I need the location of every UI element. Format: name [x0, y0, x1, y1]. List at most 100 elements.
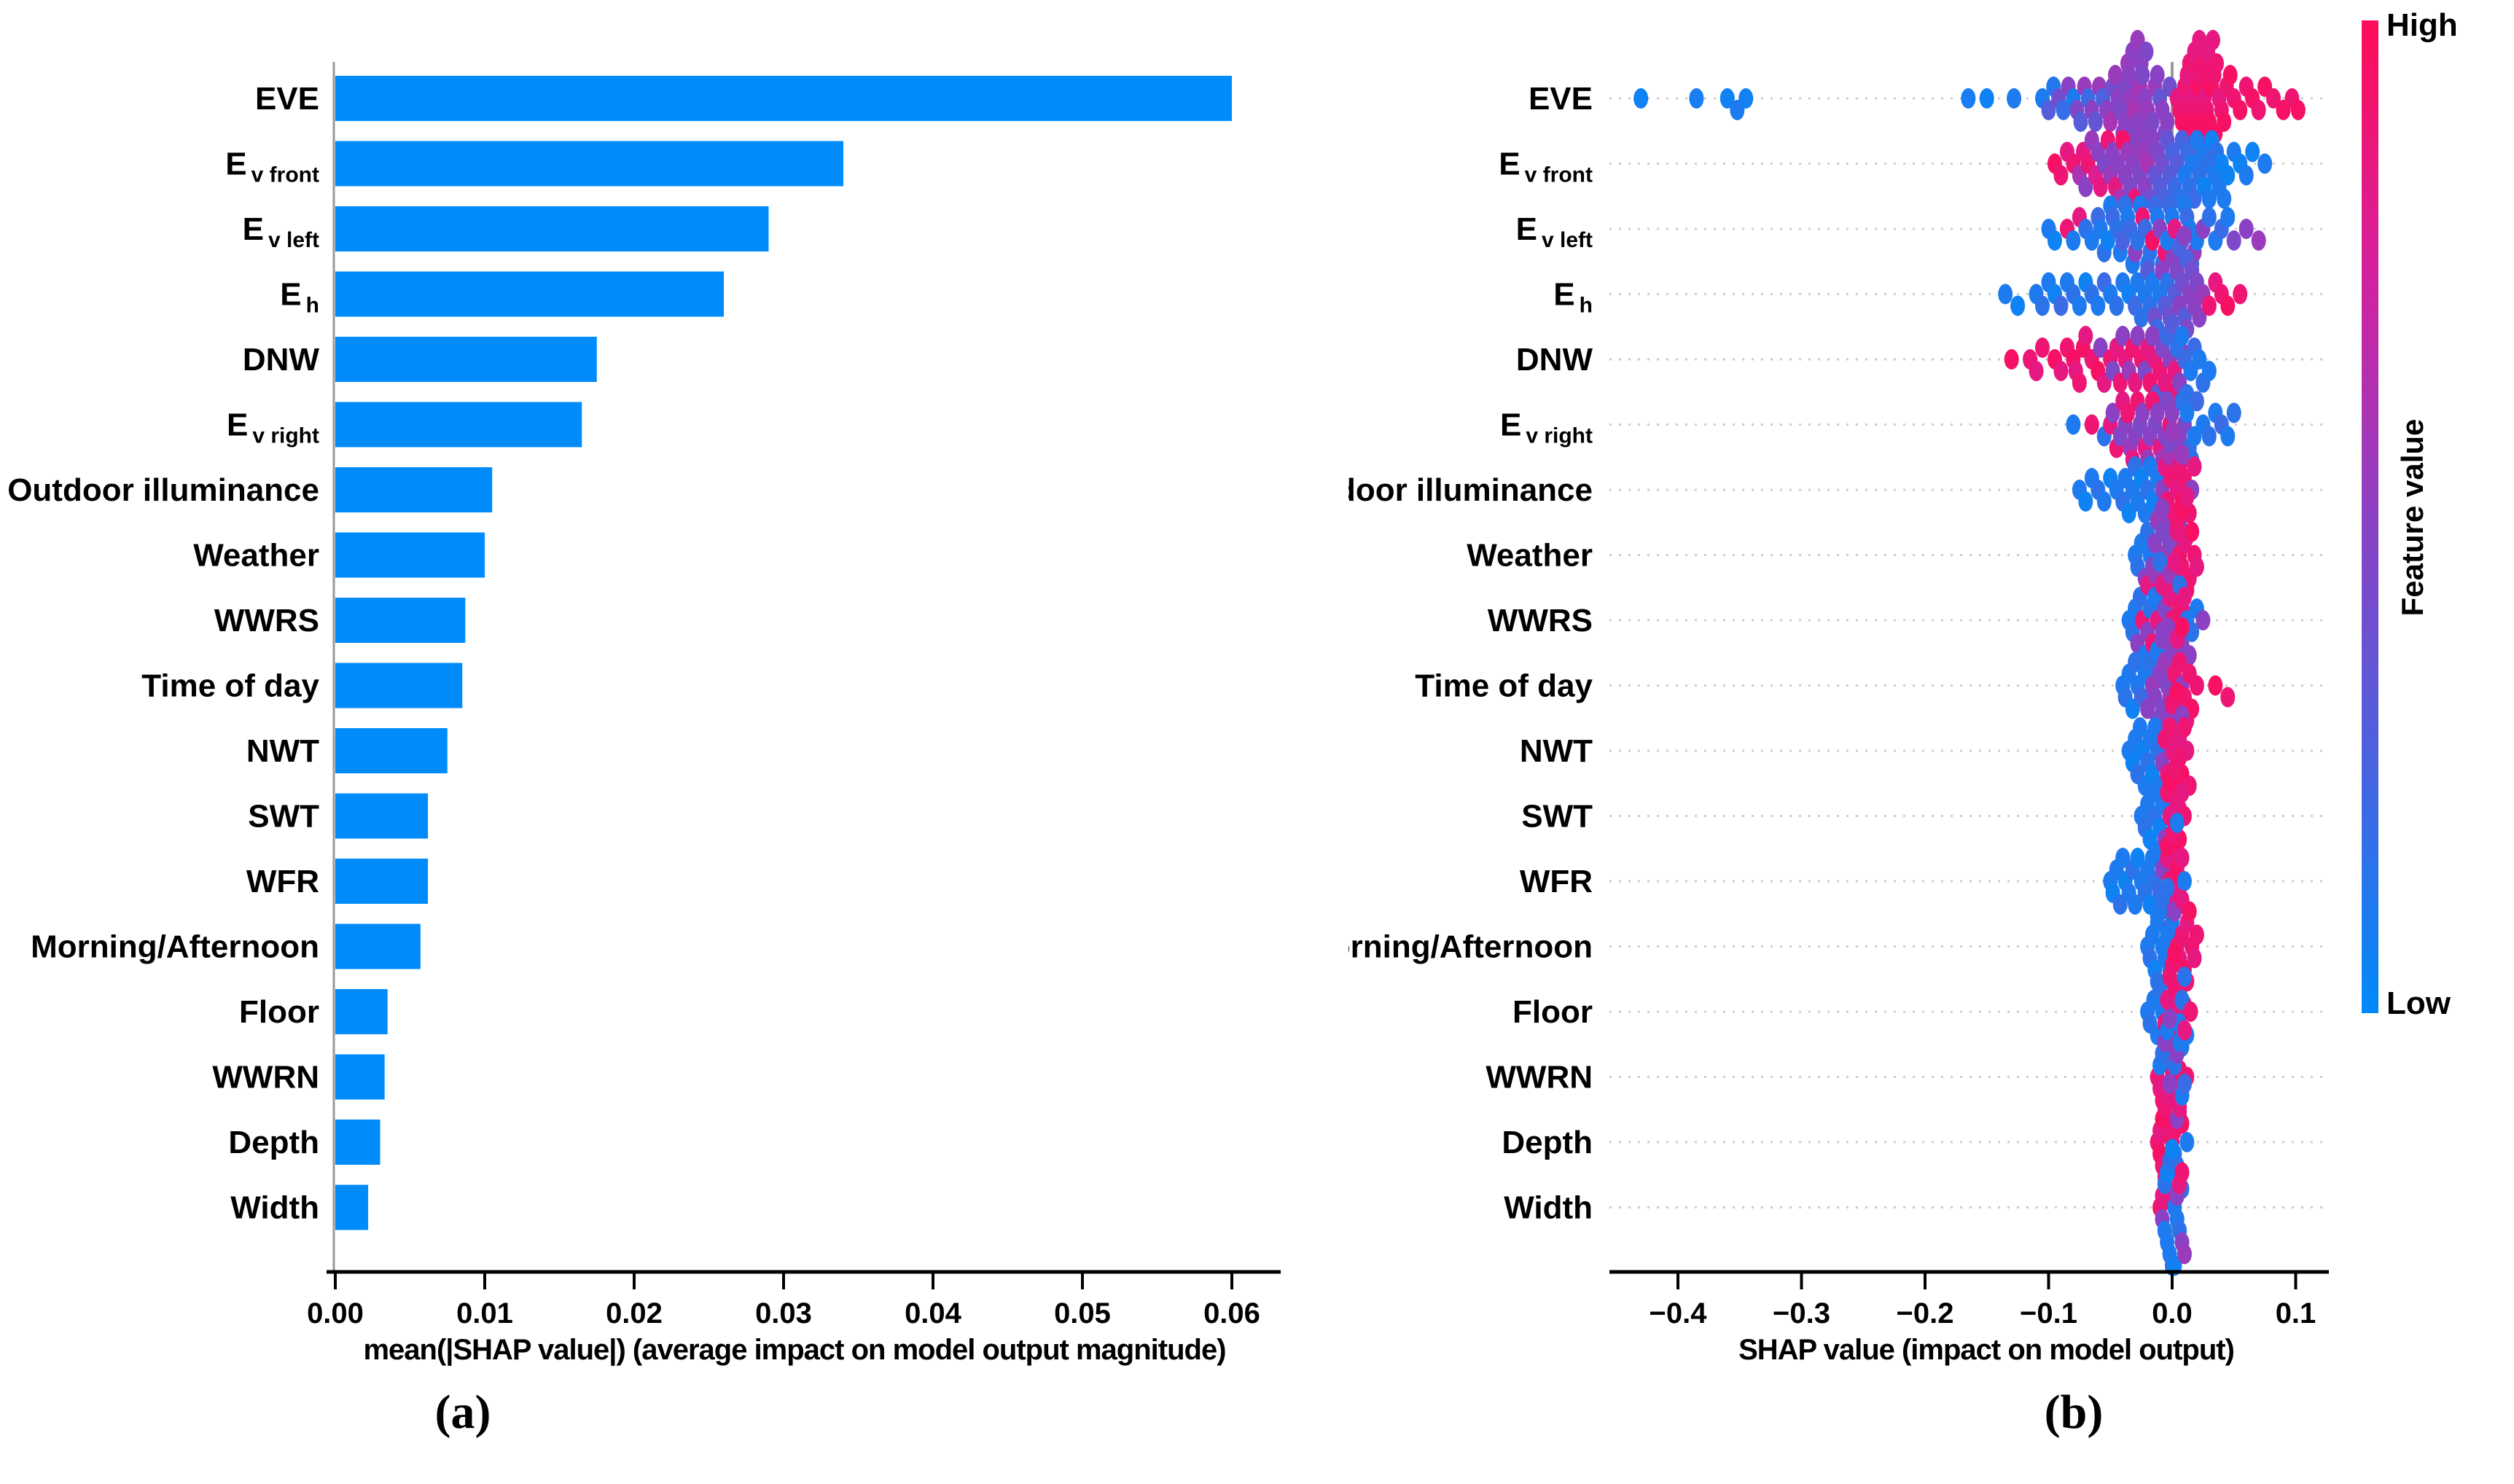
mean-shap-bar — [335, 467, 493, 512]
panel-b-tick-label: −0.3 — [1773, 1297, 1830, 1329]
shap-dot — [2201, 426, 2217, 447]
mean-shap-bar — [335, 793, 429, 839]
feature-label: EVE — [1529, 81, 1593, 117]
shap-dot — [2167, 552, 2182, 572]
shap-dot — [2084, 414, 2099, 435]
feature-label: WFR — [1520, 864, 1593, 899]
shap-dot — [2201, 361, 2217, 381]
feature-label: SWT — [248, 799, 319, 835]
shap-dot — [2053, 295, 2069, 316]
shap-dot — [2233, 284, 2248, 305]
shap-dot — [2201, 295, 2217, 316]
shap-dot — [2169, 813, 2185, 833]
feature-label: E v left — [1516, 211, 1593, 252]
feature-label: E v front — [225, 147, 319, 187]
panel-a-tick-label: 0.06 — [1203, 1297, 1260, 1329]
shap-dot — [2238, 219, 2254, 239]
shap-dot — [2078, 326, 2093, 346]
shap-dot — [2162, 1074, 2177, 1094]
shap-dot — [2220, 165, 2236, 186]
shap-dot — [2174, 617, 2190, 638]
shap-dot — [2047, 230, 2062, 251]
feature-label: Depth — [1502, 1125, 1593, 1160]
shap-dot — [2209, 53, 2225, 74]
shap-dot — [2182, 901, 2197, 922]
mean-shap-bar — [335, 923, 421, 969]
shap-dot — [2072, 372, 2087, 393]
mean-shap-bar — [335, 141, 843, 187]
panel-b-x-axis-title: SHAP value (impact on model output) — [1738, 1334, 2235, 1366]
mean-shap-bar — [335, 859, 429, 904]
shap-dot — [1719, 88, 1735, 109]
shap-dot — [2220, 426, 2236, 447]
shap-dot — [2088, 112, 2103, 132]
shap-dot — [2183, 1001, 2198, 1022]
feature-label: SWT — [1521, 799, 1593, 835]
shap-dot — [2187, 456, 2202, 477]
shap-dot — [2165, 421, 2179, 442]
feature-label: E v right — [1500, 407, 1593, 448]
shap-dot — [1961, 88, 1976, 109]
panel-b-tick-label: −0.4 — [1650, 1297, 1708, 1329]
shap-dot — [2078, 491, 2093, 512]
shap-dot — [2144, 326, 2160, 346]
shap-dot — [2096, 491, 2112, 512]
panel-b-tick-label: −0.1 — [2020, 1297, 2077, 1329]
shap-dot — [2147, 717, 2163, 738]
shap-dot — [2130, 326, 2145, 346]
shap-dot — [2222, 65, 2238, 85]
shap-dot — [2029, 361, 2044, 381]
shap-dot — [1979, 88, 1994, 109]
mean-shap-bar — [335, 76, 1232, 121]
feature-label: NWT — [246, 733, 319, 769]
shap-dot — [2056, 100, 2071, 120]
shap-dot — [2238, 165, 2254, 186]
feature-label: WWRN — [1486, 1060, 1593, 1096]
shap-dot — [1998, 284, 2013, 305]
feature-label: E v right — [227, 407, 319, 448]
shap-dot — [2132, 717, 2147, 738]
shap-dot — [2115, 848, 2131, 868]
shap-dot — [2179, 402, 2195, 423]
shap-dot — [2220, 207, 2236, 227]
shap-dot — [2251, 100, 2266, 120]
feature-label: NWT — [1520, 733, 1593, 769]
shap-dot — [2162, 717, 2177, 738]
shap-dot — [1689, 88, 1704, 109]
shap-dot — [2174, 1162, 2190, 1183]
shap-dot — [2220, 295, 2236, 316]
shap-dot — [2179, 1132, 2195, 1152]
mean-shap-bar — [335, 1184, 369, 1230]
shap-dot — [2179, 486, 2195, 507]
shap-dot — [2192, 307, 2207, 328]
shap-dot — [2010, 295, 2026, 316]
shap-dot — [2265, 88, 2281, 109]
shap-dot — [2144, 848, 2160, 868]
shap-dot — [2195, 610, 2211, 630]
shap-dot — [2035, 337, 2050, 358]
feature-label: WWRS — [1488, 603, 1593, 638]
feature-label: Time of day — [141, 668, 319, 704]
shap-dot — [1633, 88, 1649, 109]
colorbar-high-label: High — [2386, 7, 2458, 43]
shap-dot — [2072, 295, 2087, 316]
mean-shap-bar — [335, 663, 463, 708]
shap-dot — [2109, 295, 2124, 316]
feature-label: WWRN — [212, 1060, 319, 1096]
shap-dot — [2177, 1074, 2192, 1094]
shap-dot — [2189, 391, 2204, 412]
feature-label: E v front — [1499, 147, 1593, 187]
shap-dot — [2078, 176, 2093, 198]
panel-a-tick-label: 0.04 — [905, 1297, 962, 1329]
shap-dot — [2144, 112, 2160, 132]
shap-dot — [2220, 687, 2236, 708]
shap-dot — [2162, 1008, 2177, 1029]
subfigure-a-caption: (a) — [434, 1386, 491, 1439]
mean-shap-bar — [335, 989, 388, 1034]
shap-dot — [2177, 225, 2192, 246]
shap-dot — [2189, 924, 2204, 945]
shap-dot — [2177, 871, 2192, 891]
mean-shap-bar — [335, 1054, 385, 1100]
shap-dot — [2174, 326, 2190, 346]
feature-label: Floor — [1512, 994, 1593, 1030]
